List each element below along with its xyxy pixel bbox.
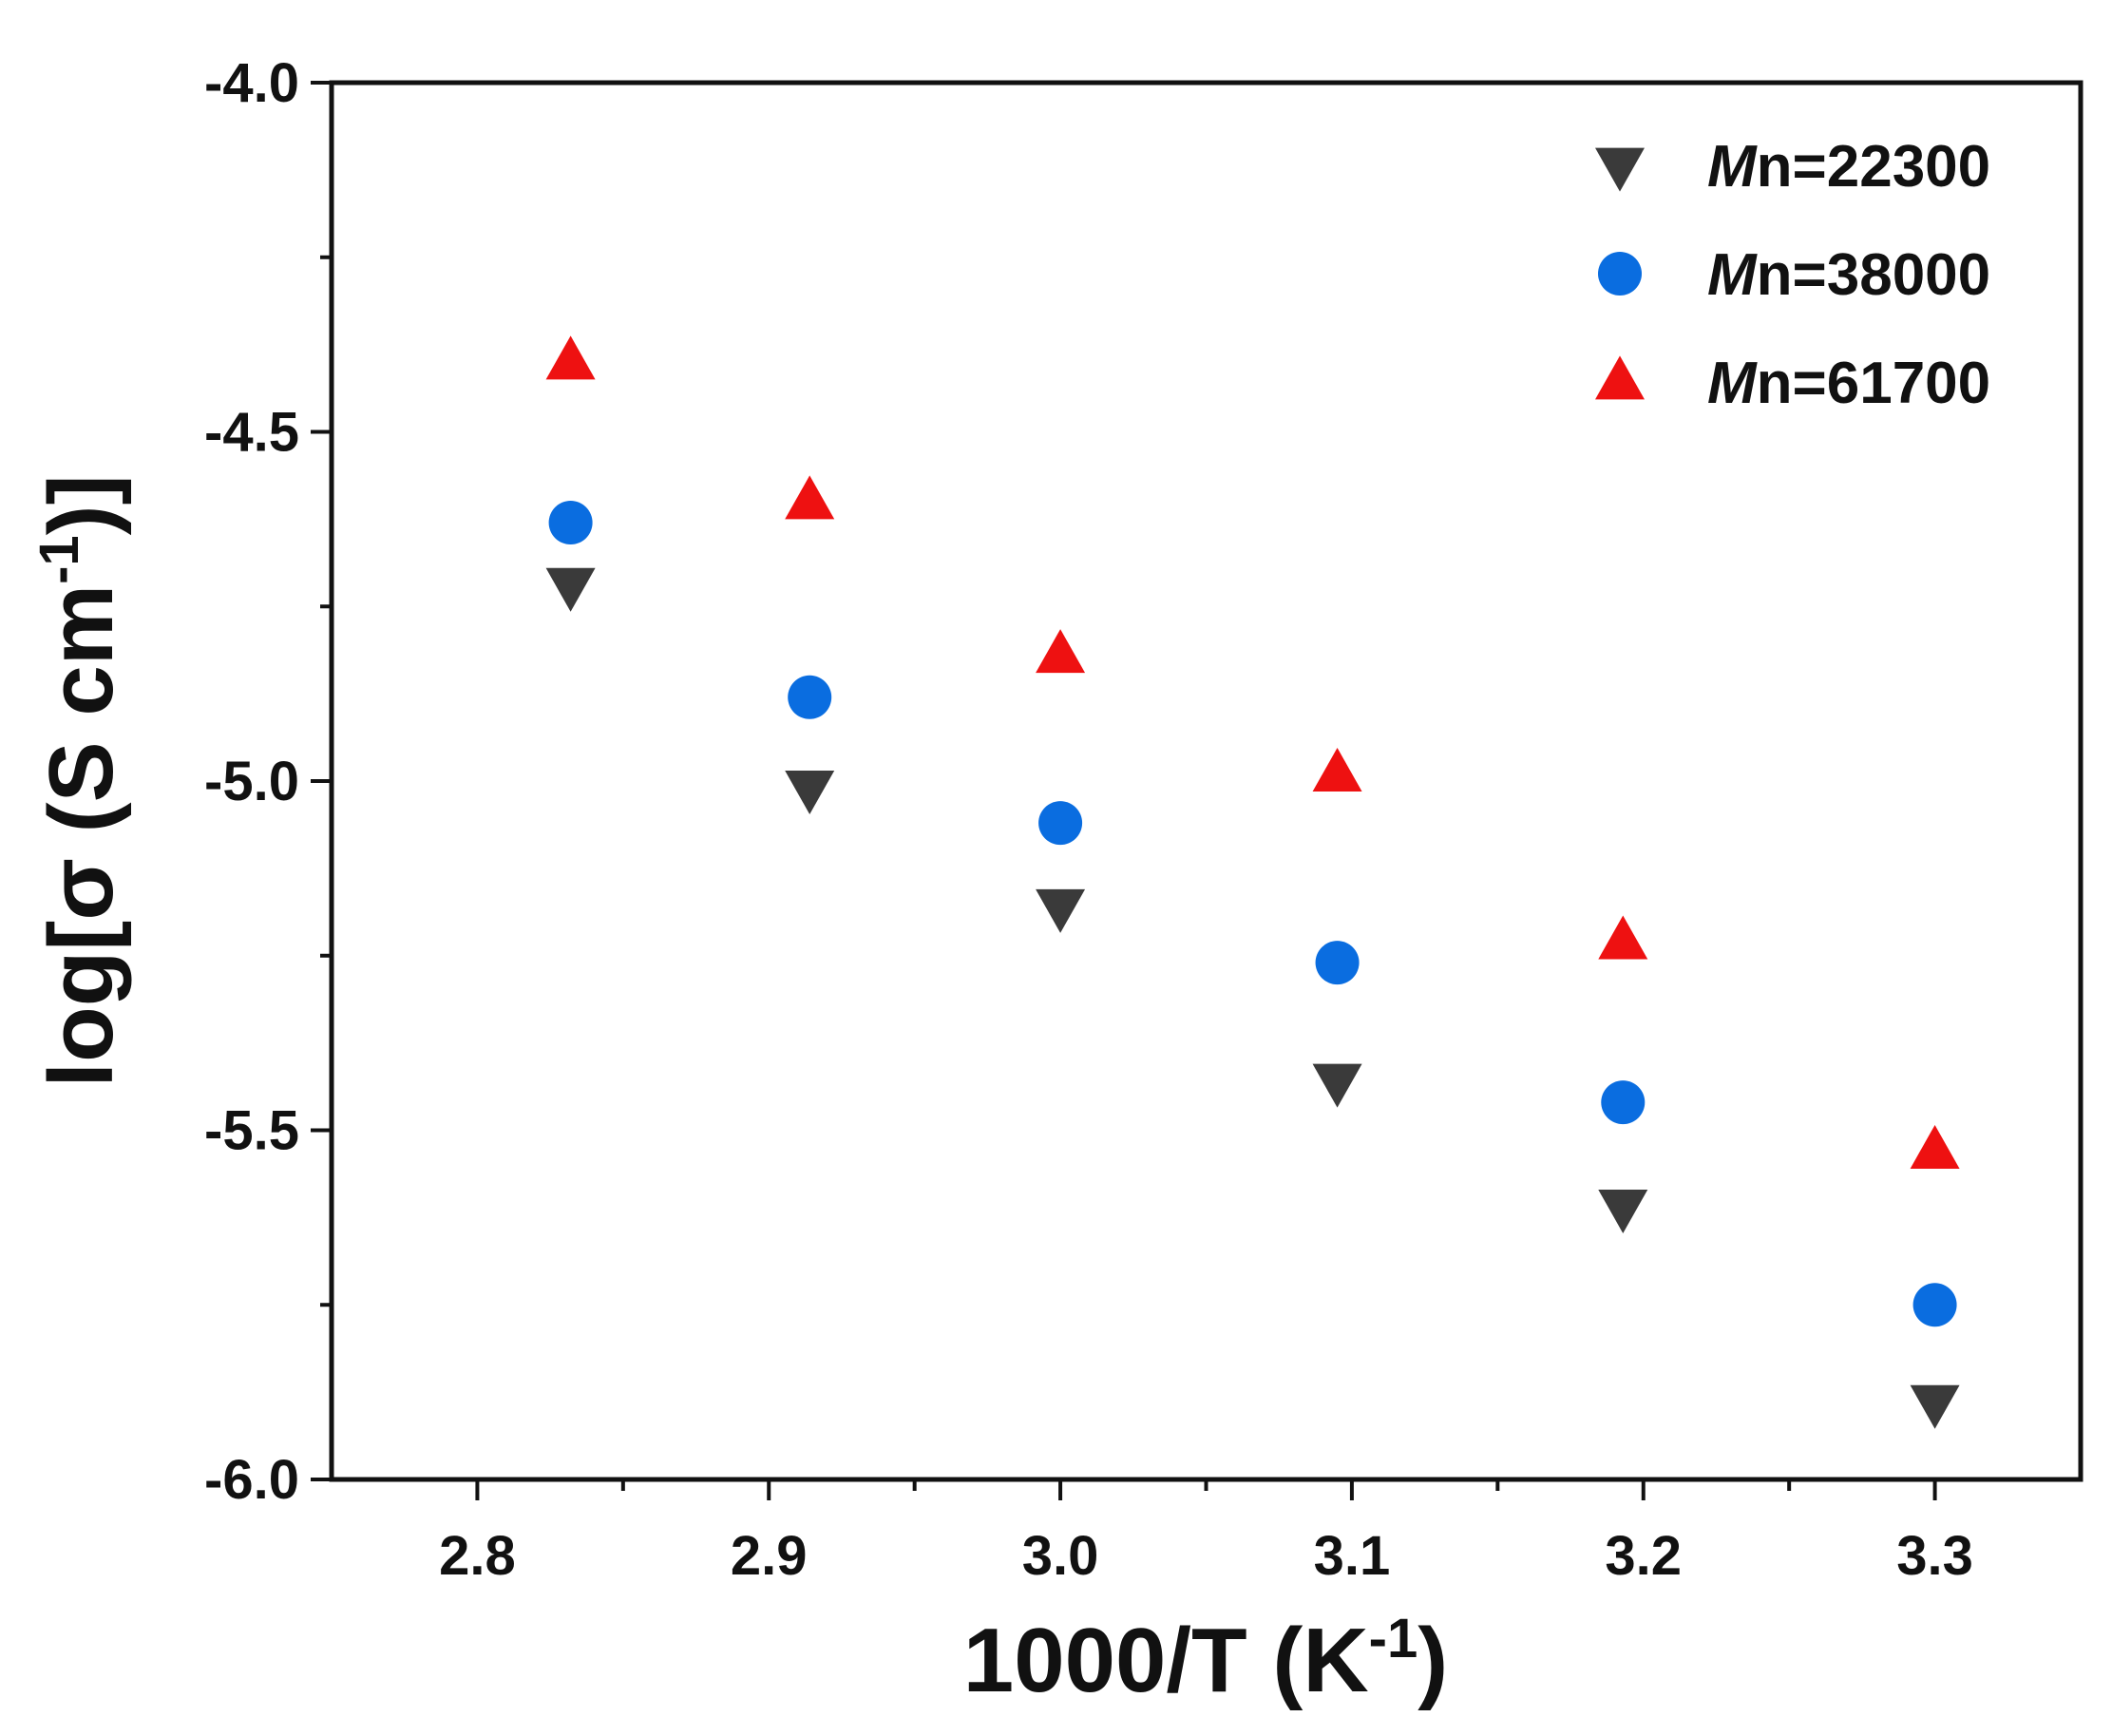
- y-tick-label: -4.0: [204, 52, 299, 114]
- y-tick-label: -5.0: [204, 751, 299, 812]
- data-point-series-2: [1912, 1283, 1957, 1327]
- axis-ticks: [311, 81, 1937, 1500]
- x-tick-label: 2.9: [731, 1525, 808, 1587]
- legend: Mn=22300 Mn=38000 Mn=61700: [1595, 134, 1990, 416]
- legend-label-series-2: Mn=38000: [1707, 242, 1990, 308]
- x-tick-label: 3.0: [1022, 1525, 1099, 1587]
- data-point-series-1: [1312, 1063, 1362, 1108]
- data-markers: [545, 335, 1960, 1429]
- data-point-series-3: [545, 335, 596, 380]
- x-tick-label: 3.2: [1605, 1525, 1682, 1587]
- x-tick-label: 2.8: [439, 1525, 516, 1587]
- x-axis-title: 1000/T (K-1): [963, 1608, 1448, 1711]
- x-tick-label: 3.1: [1314, 1525, 1391, 1587]
- data-point-series-3: [1910, 1124, 1960, 1169]
- data-point-series-1: [545, 567, 596, 612]
- y-tick-label: -6.0: [204, 1449, 299, 1511]
- y-axis-title: log[σ (S cm-1)]: [29, 474, 132, 1087]
- legend-label-series-1: Mn=22300: [1707, 134, 1990, 200]
- tick-labels: 2.8 2.9 3.0 3.1 3.2 3.3 -6.0 -5.5 -5.0 -4.5 -4.0: [204, 52, 1973, 1587]
- data-point-series-2: [1038, 801, 1083, 846]
- data-point-series-3: [1312, 748, 1362, 792]
- data-point-series-2: [788, 675, 832, 719]
- x-tick-label: 3.3: [1896, 1525, 1973, 1587]
- legend-marker-series-3: [1595, 355, 1645, 400]
- data-point-series-2: [1315, 941, 1360, 985]
- data-point-series-2: [548, 501, 593, 545]
- data-point-series-2: [1601, 1080, 1646, 1125]
- legend-marker-series-1: [1595, 147, 1645, 192]
- y-tick-label: -5.5: [204, 1100, 299, 1162]
- data-point-series-3: [785, 475, 835, 520]
- data-point-series-1: [1036, 888, 1086, 933]
- data-point-series-1: [785, 770, 835, 814]
- data-point-series-1: [1598, 1189, 1648, 1233]
- legend-label-series-3: Mn=61700: [1707, 351, 1990, 416]
- data-point-series-1: [1910, 1384, 1960, 1429]
- y-tick-label: -4.5: [204, 402, 299, 464]
- legend-marker-series-2: [1598, 252, 1642, 296]
- data-point-series-3: [1036, 629, 1086, 674]
- data-point-series-3: [1598, 915, 1648, 960]
